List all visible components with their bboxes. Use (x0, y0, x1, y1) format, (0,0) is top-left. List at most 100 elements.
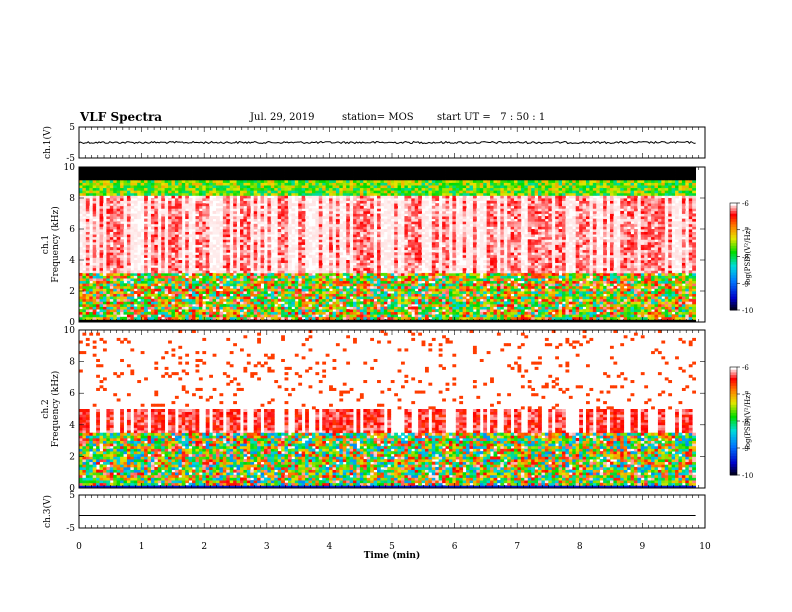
spectrogram-cell (233, 280, 237, 284)
spectrogram-cell (96, 229, 100, 232)
spectrogram-cell (335, 267, 340, 271)
spectrogram-cell (174, 244, 179, 248)
spectrogram-cell (363, 213, 368, 217)
spectrogram-cell (96, 288, 100, 292)
spectrogram-cell (185, 285, 190, 289)
spectrogram-cell (137, 275, 142, 279)
spectrogram-cell (126, 311, 131, 315)
spectrogram-cell (209, 288, 213, 292)
spectrogram-cell (311, 172, 316, 176)
spectrogram-cell (270, 249, 275, 253)
spectrogram-cell (130, 241, 135, 245)
spectrogram-cell (140, 265, 145, 269)
spectrogram-cell (216, 254, 220, 258)
spectrogram-cell (154, 272, 159, 276)
spectrogram-cell (322, 283, 327, 287)
spectrogram-cell (198, 316, 203, 320)
spectrogram-cell (212, 316, 217, 320)
spectrogram-cell (106, 210, 111, 214)
spectrogram-cell (164, 298, 169, 302)
spectrogram-cell (202, 190, 207, 194)
spectrogram-cell (335, 285, 340, 289)
spectrogram-cell (137, 291, 142, 294)
spectrogram-cell (85, 182, 90, 186)
spectrogram-cell (233, 205, 237, 209)
spectrogram-cell (89, 278, 94, 282)
spectrogram-cell (102, 285, 107, 289)
spectrogram-cell (335, 293, 340, 297)
spectrogram-cell (318, 192, 323, 196)
spectrogram-cell (85, 239, 90, 243)
spectrogram-cell (89, 267, 94, 271)
spectrogram-cell (322, 247, 327, 251)
spectrogram-cell (263, 169, 268, 173)
spectrogram-cell (229, 244, 234, 248)
spectrogram-cell (202, 177, 207, 181)
spectrogram-cell (192, 298, 196, 302)
spectrogram-cell (192, 234, 196, 238)
spectrogram-cell (287, 280, 292, 284)
spectrogram-cell (89, 249, 94, 253)
spectrogram-cell (168, 229, 172, 232)
spectrogram-cell (192, 177, 196, 181)
spectrogram-cell (130, 169, 135, 173)
spectrogram-cell (79, 278, 83, 282)
spectrogram-cell (116, 187, 121, 191)
spectrogram-cell (205, 190, 210, 194)
spectrogram-cell (301, 283, 306, 287)
spectrogram-cell (222, 236, 227, 240)
spectrogram-cell (171, 187, 176, 191)
spectrogram-cell (161, 301, 166, 305)
spectrogram-cell (240, 241, 244, 245)
spectrogram-cell (243, 252, 248, 256)
spectrogram-cell (226, 260, 231, 263)
spectrogram-cell (287, 278, 292, 282)
spectrogram-cell (185, 185, 190, 189)
spectrogram-cell (370, 216, 375, 220)
spectrogram-cell (373, 257, 378, 261)
spectrogram-cell (233, 257, 237, 261)
spectrogram-cell (120, 234, 124, 238)
spectrogram-cell (116, 283, 121, 287)
spectrogram-cell (356, 169, 361, 173)
spectrogram-cell (89, 265, 94, 269)
spectrogram-cell (250, 182, 255, 186)
spectrogram-cell (260, 205, 265, 209)
spectrogram-cell (253, 190, 258, 194)
spectrogram-cell (168, 208, 172, 212)
spectrogram-cell (284, 179, 289, 183)
spectrogram-cell (308, 174, 313, 178)
spectrogram-cell (198, 190, 203, 194)
spectrogram-cell (305, 301, 309, 305)
spectrogram-cell (298, 280, 303, 284)
spectrogram-cell (353, 177, 357, 181)
spectrogram-cell (116, 260, 121, 263)
spectrogram-cell (236, 236, 241, 240)
spectrogram-cell (294, 303, 299, 307)
spectrogram-cell (243, 167, 248, 170)
spectrogram-cell (243, 239, 248, 243)
spectrogram-cell (353, 210, 357, 214)
spectrogram-cell (277, 210, 282, 214)
spectrogram-cell (192, 182, 196, 186)
spectrogram-cell (294, 293, 299, 297)
spectrogram-cell (233, 254, 237, 258)
spectrogram-cell (92, 298, 97, 302)
spectrogram-cell (154, 319, 159, 323)
spectrogram-cell (291, 190, 296, 194)
spectrogram-cell (195, 296, 200, 300)
spectrogram-cell (318, 195, 323, 199)
spectrogram-cell (246, 195, 251, 199)
spectrogram-cell (332, 167, 337, 170)
spectrogram-cell (144, 291, 148, 294)
spectrogram-cell (260, 167, 265, 170)
spectrogram-cell (113, 267, 118, 271)
spectrogram-cell (222, 303, 227, 307)
spectrogram-cell (267, 208, 272, 212)
spectrogram-cell (106, 314, 111, 318)
spectrogram-cell (192, 319, 196, 323)
spectrogram-cell (181, 241, 186, 245)
spectrogram-cell (281, 247, 285, 251)
spectrogram-cell (342, 229, 347, 232)
spectrogram-cell (363, 301, 368, 305)
